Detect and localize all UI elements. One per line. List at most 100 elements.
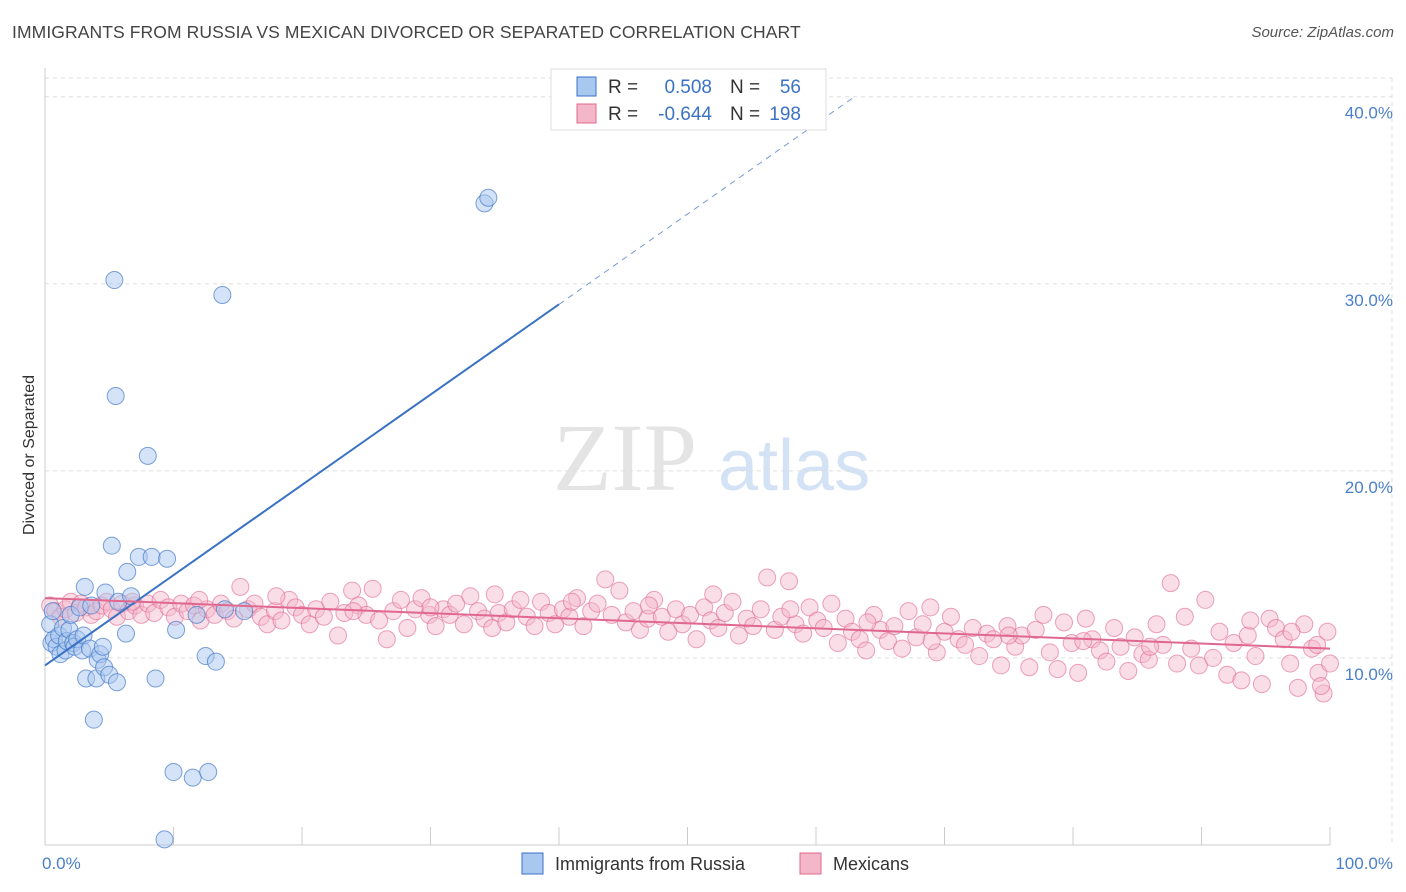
mexicans-point xyxy=(822,594,841,613)
mexicans-point xyxy=(878,632,897,651)
mexicans-point xyxy=(704,585,723,604)
mexicans-point xyxy=(321,592,340,611)
mexicans-trend-line xyxy=(44,597,1331,650)
mexicans-point xyxy=(921,598,940,617)
bottom-legend: Immigrants from Russia Mexicans xyxy=(521,852,909,875)
x-tick-label-1: 100.0% xyxy=(1335,854,1393,873)
mexicans-point xyxy=(1168,654,1187,673)
mexicans-point xyxy=(151,590,170,609)
russia-point xyxy=(187,605,206,624)
mexicans-point xyxy=(1147,615,1166,634)
mexicans-point xyxy=(1312,676,1331,695)
y-tick-label-3: 40.0% xyxy=(1345,104,1393,123)
mexicans-point xyxy=(1048,660,1067,679)
mexicans-point xyxy=(377,630,396,649)
mexicans-point xyxy=(751,600,770,619)
mexicans-point xyxy=(300,615,319,634)
mexicans-point xyxy=(391,590,410,609)
mexicans-point xyxy=(1318,622,1337,641)
watermark-atlas: atlas xyxy=(718,426,870,506)
mexicans-point xyxy=(447,594,466,613)
russia-point xyxy=(107,673,126,692)
mexicans-point xyxy=(1189,656,1208,675)
mexicans-point xyxy=(1246,647,1265,666)
russia-point xyxy=(164,763,183,782)
mexicans-point xyxy=(398,618,417,637)
russia-trend-extension xyxy=(558,96,855,305)
mexicans-point xyxy=(1074,632,1093,651)
mexicans-point xyxy=(1224,633,1243,652)
y-axis-title: Divorced or Separated xyxy=(21,375,38,535)
mexicans-point xyxy=(267,587,286,606)
legend: R = 0.508 N = 56 R = -0.644 N = 198 xyxy=(550,68,827,131)
mexicans-point xyxy=(927,643,946,662)
mexicans-point xyxy=(956,635,975,654)
mexicans-point xyxy=(1055,613,1074,632)
mexicans-point xyxy=(503,600,522,619)
mexicans-point xyxy=(1288,678,1307,697)
russia-point xyxy=(479,188,498,207)
legend-r-value-russia: 0.508 xyxy=(664,77,712,98)
mexicans-point xyxy=(984,630,1003,649)
x-tick-label-0: 0.0% xyxy=(42,854,81,873)
mexicans-point xyxy=(666,600,685,619)
mexicans-point xyxy=(1218,665,1237,684)
russia-point xyxy=(43,602,62,621)
mexicans-point xyxy=(864,605,883,624)
mexicans-point xyxy=(314,607,333,626)
mexicans-point xyxy=(190,590,209,609)
mexicans-point xyxy=(780,572,799,591)
mexicans-point xyxy=(328,626,347,645)
mexicans-point xyxy=(709,618,728,637)
mexicans-point xyxy=(1105,618,1124,637)
russia-point xyxy=(213,286,232,305)
mexicans-point xyxy=(992,656,1011,675)
mexicans-point xyxy=(893,639,912,658)
mexicans-point xyxy=(1111,637,1130,656)
mexicans-point xyxy=(421,598,440,617)
mexicans-point xyxy=(1182,639,1201,658)
mexicans-point xyxy=(687,630,706,649)
mexicans-point xyxy=(781,600,800,619)
mexicans-point xyxy=(1308,635,1327,654)
y-tick-label-2: 30.0% xyxy=(1345,291,1393,310)
mexicans-point xyxy=(1026,620,1045,639)
russia-point xyxy=(155,830,174,849)
legend-n-value-russia: 56 xyxy=(780,77,801,98)
mexicans-point xyxy=(454,615,473,634)
mexicans-point xyxy=(1161,574,1180,593)
mexicans-point xyxy=(145,604,164,623)
mexicans-point xyxy=(560,607,579,626)
russia-point xyxy=(138,446,157,465)
mexicans-point xyxy=(772,607,791,626)
mexicans-point xyxy=(461,587,480,606)
mexicans-point xyxy=(363,579,382,598)
russia-points xyxy=(41,188,498,849)
mexicans-point xyxy=(1125,628,1144,647)
mexicans-point xyxy=(1282,622,1301,641)
mexicans-point xyxy=(1241,611,1260,630)
mexicans-point xyxy=(231,577,250,596)
russia-point xyxy=(102,536,121,555)
bottom-legend-swatch-mexicans xyxy=(799,852,822,875)
mexicans-point xyxy=(1281,654,1300,673)
russia-point xyxy=(199,763,218,782)
watermark-zip: ZIP xyxy=(553,404,697,511)
mexicans-point xyxy=(1321,654,1339,673)
legend-r-label-russia: R = xyxy=(608,77,638,98)
mexicans-point xyxy=(758,568,777,587)
mexicans-point xyxy=(1040,643,1059,662)
mexicans-point xyxy=(828,633,847,652)
russia-point xyxy=(146,669,165,688)
mexicans-point xyxy=(737,609,756,628)
axes xyxy=(44,68,1331,846)
legend-r-label-mexicans: R = xyxy=(608,104,638,125)
russia-point xyxy=(82,596,101,615)
mexicans-point xyxy=(596,570,615,589)
mexicans-point xyxy=(1097,652,1116,671)
mexicans-point xyxy=(652,607,671,626)
mexicans-point xyxy=(251,607,270,626)
mexicans-point xyxy=(1204,648,1223,667)
mexicans-point xyxy=(913,615,932,634)
